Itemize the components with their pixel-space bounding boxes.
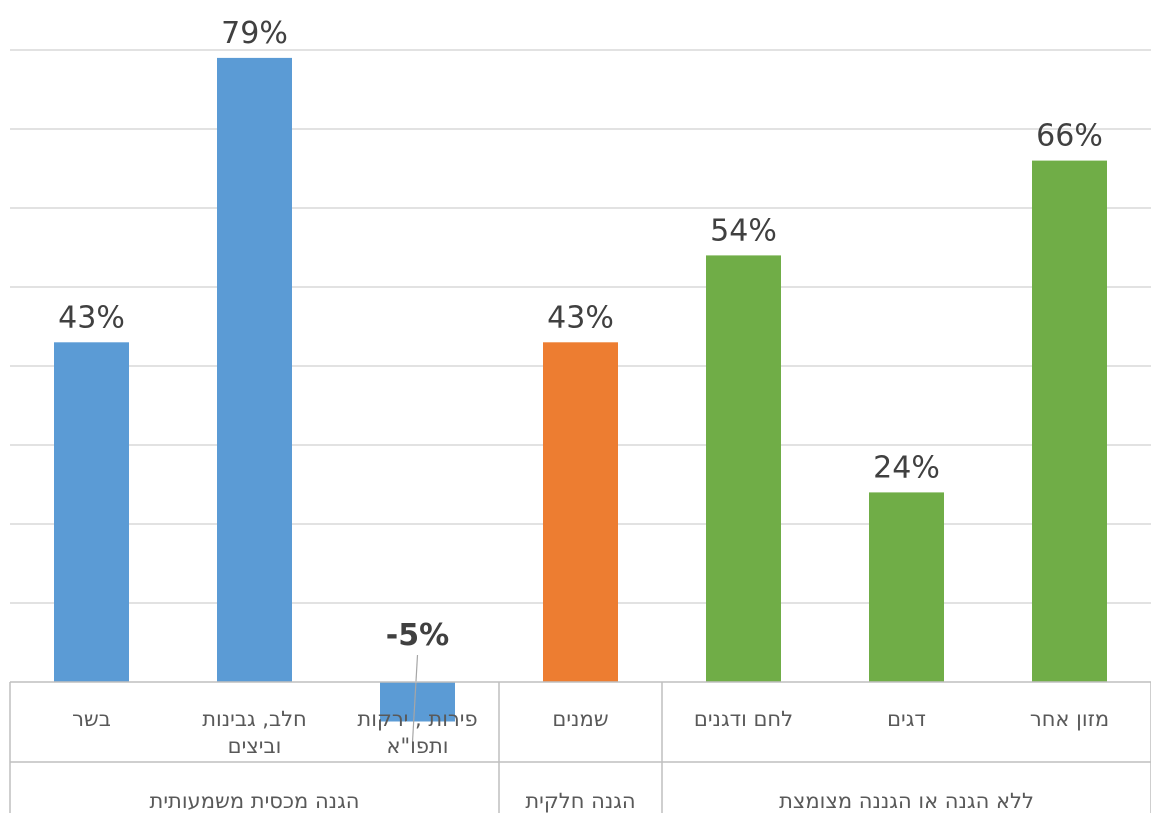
bars [54, 57, 1107, 722]
bar [54, 342, 129, 682]
bar [217, 57, 292, 682]
data-label: -5% [386, 618, 449, 653]
group-label: ללא הגנה או הגננה מצומצת [779, 789, 1034, 813]
category-label: פירות , ירקות ותפו"א [357, 707, 477, 758]
bar [380, 682, 455, 722]
group-label: הגנה מכסית משמעותית [150, 789, 360, 813]
category-label: לחם ודגנים [694, 707, 793, 731]
leader-line [411, 654, 419, 743]
data-labels: 43% 79% -5% 43% 54% 24% 66% [58, 16, 1103, 743]
group-label: הגנה חלקית [525, 789, 635, 813]
data-label: 43% [58, 300, 125, 335]
bar [1032, 160, 1107, 683]
data-label: 24% [873, 450, 940, 485]
data-label: 79% [221, 16, 288, 51]
bar [543, 342, 618, 682]
category-label: חלב, גבינות וביצים [202, 707, 307, 758]
category-label: דגים [887, 707, 926, 731]
category-label: בשר [72, 707, 111, 731]
data-label: 54% [710, 213, 777, 248]
data-label: 66% [1036, 119, 1103, 154]
category-label: שמנים [552, 707, 608, 731]
category-axis: בשר חלב, גבינות וביצים פירות , ירקות ותפו"א ש… [9, 681, 1151, 813]
bar [869, 492, 944, 682]
category-label: מזון אחר [1030, 707, 1109, 731]
data-label: 43% [547, 300, 614, 335]
bar [706, 255, 781, 682]
